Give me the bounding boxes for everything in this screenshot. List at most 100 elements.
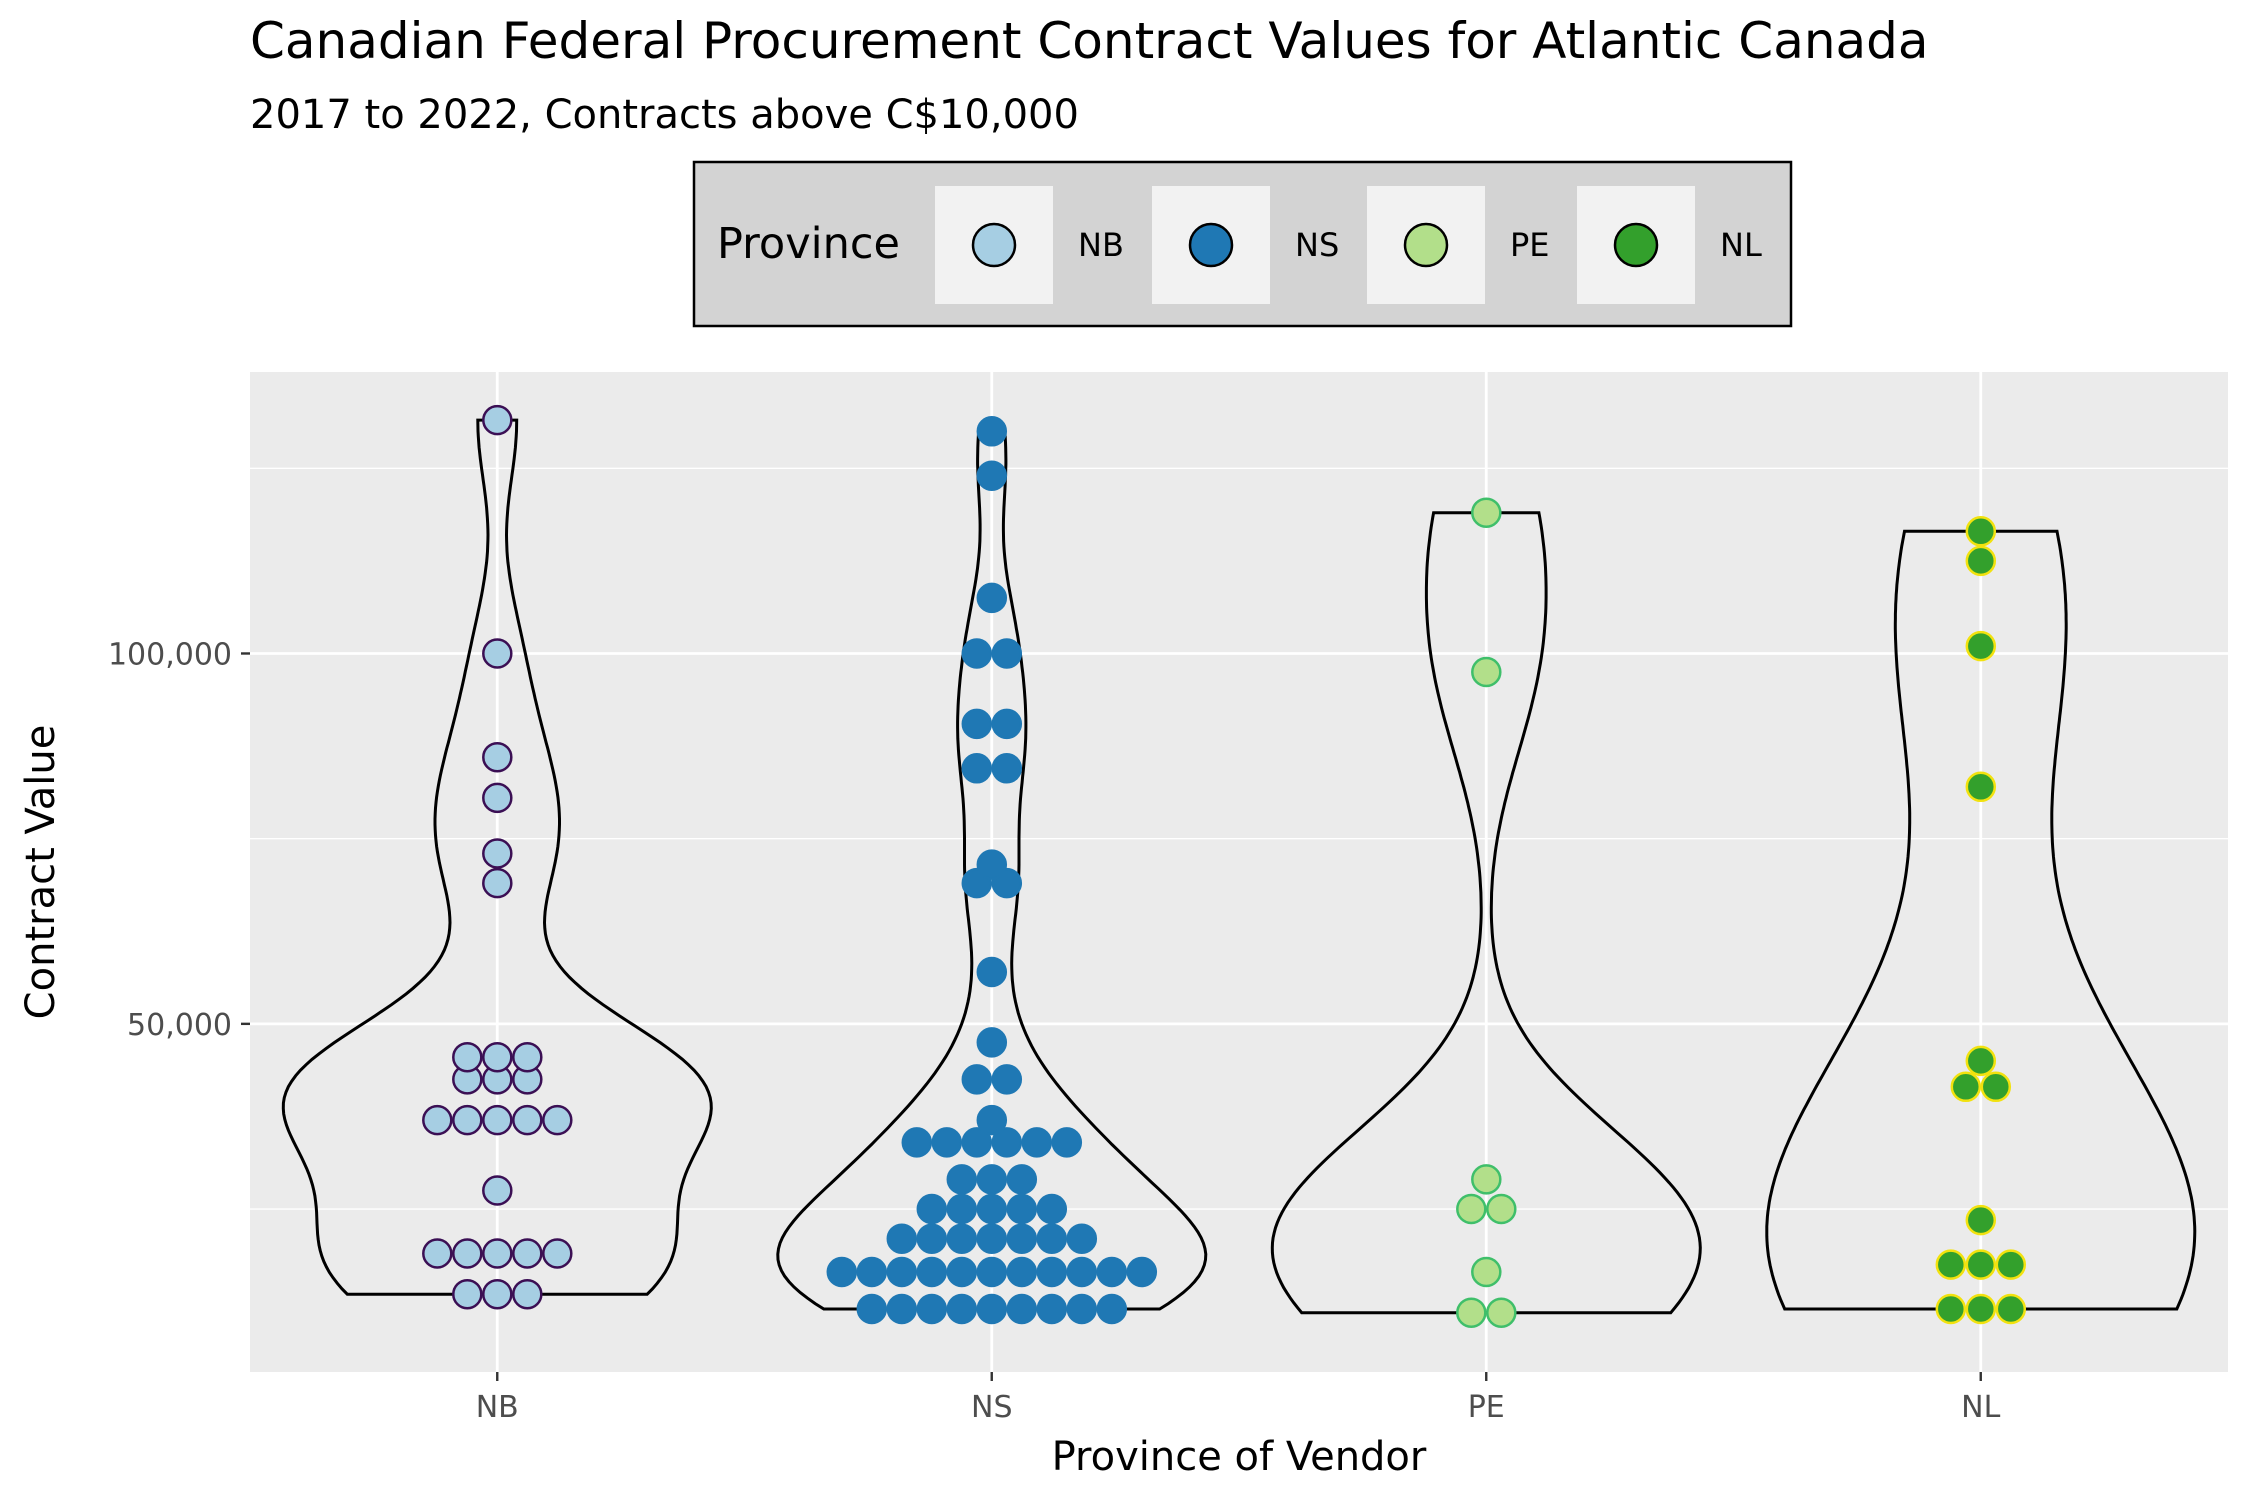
data-point-nb: [452, 1278, 483, 1310]
data-point-ns: [976, 460, 1008, 491]
data-point-nl: [1965, 1293, 1997, 1325]
y-axis-label: Contract Value: [18, 725, 64, 1020]
data-point-ns: [946, 1256, 978, 1288]
legend-label-ns: NS: [1295, 226, 1339, 264]
data-point-ns: [1036, 1223, 1068, 1254]
data-point-ns: [976, 416, 1008, 447]
data-point-ns: [1066, 1256, 1098, 1288]
data-point-nb: [482, 404, 513, 436]
data-point-nb: [512, 1041, 543, 1073]
violin-nl: [1765, 529, 2197, 1311]
data-point-ns: [826, 1256, 858, 1288]
data-point-ns: [931, 1127, 963, 1158]
data-point-ns: [976, 1256, 1008, 1288]
x-tick-label: PE: [1468, 1390, 1505, 1425]
data-point-nb: [512, 1278, 543, 1310]
data-point-ns: [1126, 1256, 1158, 1288]
data-point-nl: [1965, 1249, 1997, 1280]
data-point-ns: [916, 1293, 948, 1325]
data-point-ns: [976, 849, 1008, 880]
y-tick-label: 100,000: [108, 637, 232, 672]
data-point-ns: [976, 582, 1008, 614]
x-axis-label: Province of Vendor: [1052, 1434, 1427, 1480]
data-point-ns: [1006, 1223, 1038, 1254]
chart-title: Canadian Federal Procurement Contract Va…: [250, 12, 1929, 70]
violin-nb: [281, 418, 713, 1296]
data-point-pe: [1456, 1297, 1487, 1328]
data-point-nb: [512, 1238, 543, 1269]
data-point-ns: [1036, 1193, 1068, 1225]
data-point-nb: [452, 1104, 483, 1136]
data-point-ns: [976, 1223, 1008, 1254]
violin-pe: [1270, 511, 1702, 1315]
data-point-ns: [916, 1193, 948, 1225]
data-point-ns: [1066, 1223, 1098, 1254]
data-point-nb: [482, 1238, 513, 1269]
data-point-nb: [482, 1175, 513, 1206]
data-point-nb: [452, 1041, 483, 1073]
data-point-nb: [512, 1104, 543, 1136]
data-point-nl: [1965, 516, 1997, 547]
data-point-nb: [482, 867, 513, 899]
data-point-ns: [856, 1293, 888, 1325]
data-point-nb: [542, 1104, 573, 1136]
x-tick-label: NB: [476, 1390, 519, 1425]
legend-swatch-ns: [1188, 222, 1234, 268]
data-point-ns: [856, 1256, 888, 1288]
legend-label-nl: NL: [1720, 226, 1762, 264]
data-point-nb: [482, 1104, 513, 1136]
data-point-pe: [1486, 1297, 1517, 1328]
data-point-nl: [1995, 1249, 2027, 1280]
data-point-pe: [1471, 497, 1502, 528]
x-tick-label: NL: [1961, 1390, 2000, 1425]
data-point-nb: [542, 1238, 573, 1269]
data-point-ns: [1051, 1127, 1083, 1158]
data-point-ns: [1036, 1293, 1068, 1325]
data-point-nb: [482, 1278, 513, 1310]
data-point-nl: [1935, 1249, 1967, 1280]
data-point-ns: [976, 956, 1008, 988]
data-point-ns: [946, 1164, 978, 1195]
data-point-ns: [991, 753, 1023, 784]
data-point-ns: [991, 1127, 1023, 1158]
y-tick-label: 50,000: [127, 1008, 232, 1043]
data-point-ns: [1036, 1256, 1068, 1288]
data-point-ns: [886, 1293, 918, 1325]
data-point-ns: [946, 1293, 978, 1325]
data-point-ns: [961, 1064, 993, 1095]
data-point-ns: [916, 1256, 948, 1288]
data-point-ns: [961, 638, 993, 669]
data-point-ns: [946, 1223, 978, 1254]
data-point-nb: [482, 741, 513, 773]
data-point-nl: [1965, 1204, 1997, 1236]
data-point-ns: [901, 1127, 933, 1158]
data-point-ns: [976, 1027, 1008, 1058]
data-point-nl: [1965, 771, 1997, 803]
legend: Province NB NS PE NL: [692, 160, 1793, 328]
data-point-ns: [976, 1193, 1008, 1225]
data-point-ns: [1096, 1293, 1128, 1325]
data-point-ns: [1006, 1193, 1038, 1225]
data-point-ns: [991, 1064, 1023, 1095]
data-point-ns: [961, 708, 993, 740]
data-point-pe: [1471, 1164, 1502, 1195]
legend-swatch-nb: [971, 222, 1017, 268]
legend-title: Province: [717, 219, 900, 269]
data-point-nb: [422, 1104, 453, 1136]
legend-swatch-pe: [1403, 222, 1449, 268]
data-point-nb: [482, 1041, 513, 1073]
data-point-nl: [1980, 1071, 2012, 1103]
data-point-ns: [1066, 1293, 1098, 1325]
chart-subtitle: 2017 to 2022, Contracts above C$10,000: [250, 92, 1079, 138]
data-point-pe: [1471, 1256, 1502, 1288]
data-point-ns: [1006, 1164, 1038, 1195]
data-point-nl: [1995, 1293, 2027, 1325]
data-point-ns: [1006, 1293, 1038, 1325]
data-point-ns: [886, 1223, 918, 1254]
legend-label-pe: PE: [1510, 226, 1550, 264]
data-point-ns: [961, 1127, 993, 1158]
data-point-ns: [1096, 1256, 1128, 1288]
data-point-nl: [1965, 630, 1997, 662]
data-point-nb: [482, 838, 513, 869]
